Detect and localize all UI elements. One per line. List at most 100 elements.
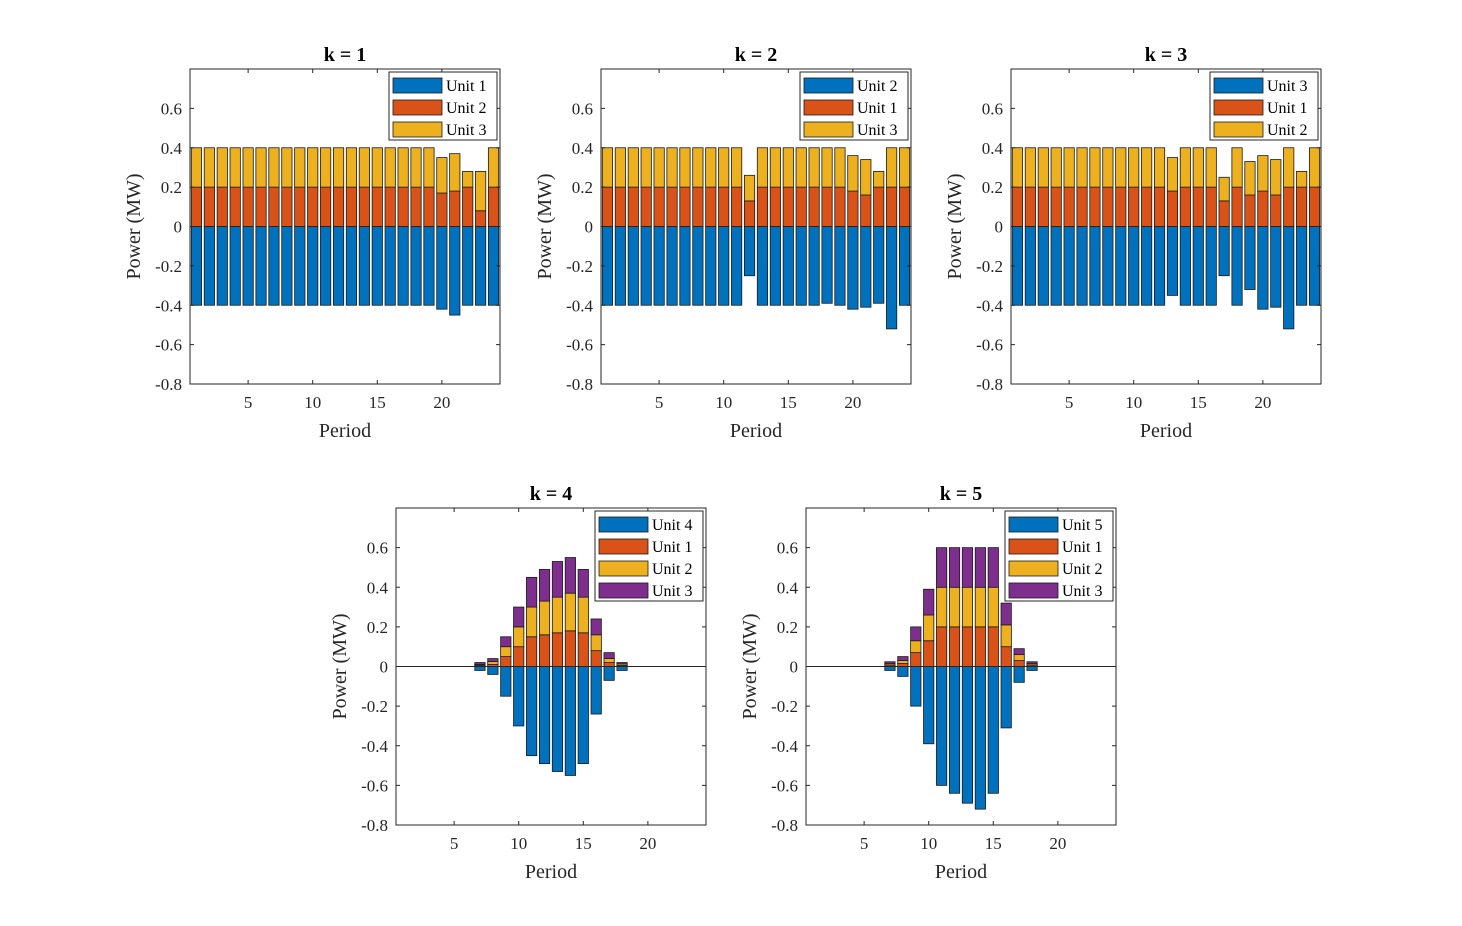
- bar-segment: [782, 186, 794, 227]
- x-tick-label: 5: [244, 393, 253, 412]
- bars: [601, 147, 911, 330]
- bar-segment: [1218, 176, 1230, 202]
- bar-segment: [769, 226, 781, 306]
- legend-label: Unit 2: [652, 561, 692, 578]
- bar-segment: [487, 666, 499, 675]
- legend-swatch: [598, 538, 649, 555]
- legend-label: Unit 2: [446, 100, 486, 117]
- y-tick-label: -0.6: [566, 336, 593, 355]
- x-tick-label: 20: [433, 393, 450, 412]
- bar-segment: [332, 226, 345, 306]
- bar-segment: [462, 186, 474, 227]
- bar-segment: [910, 626, 922, 642]
- bar-segment: [666, 186, 678, 227]
- bar-segment: [564, 592, 576, 632]
- x-tick-label: 20: [1254, 393, 1271, 412]
- y-tick-label: -0.6: [155, 336, 182, 355]
- bar-segment: [948, 547, 961, 588]
- legend-swatch: [392, 77, 443, 94]
- bar-segment: [961, 626, 974, 667]
- bar-segment: [1115, 186, 1127, 227]
- subplot-4: -0.8 -0.6 -0.4 -0.2 0 0.2 0.4 0.6 5 10 15 20 k = 4 Pe…: [329, 483, 707, 883]
- y-tick-label: 0.2: [572, 178, 593, 197]
- bar-segment: [1153, 147, 1166, 188]
- y-tick-label: 0.6: [777, 539, 798, 558]
- y-tick-label: 0.6: [367, 539, 388, 558]
- bar-segment: [795, 147, 807, 188]
- bar-segment: [384, 147, 396, 188]
- legend-label: Unit 3: [652, 583, 692, 600]
- bar-segment: [692, 147, 704, 188]
- bar-segment: [397, 186, 409, 227]
- bar-segment: [577, 632, 589, 667]
- bar-segment: [679, 186, 691, 227]
- bar-segment: [1192, 226, 1204, 306]
- bar-segment: [1153, 186, 1166, 227]
- bar-segment: [756, 226, 769, 306]
- bar-segment: [449, 190, 461, 227]
- bar-segment: [614, 226, 626, 306]
- bar-segment: [679, 147, 691, 188]
- x-tick-label: 10: [715, 393, 732, 412]
- bar-segment: [1270, 194, 1282, 227]
- bar-segment: [1296, 186, 1308, 227]
- x-axis-label: Period: [319, 420, 371, 442]
- bar-segment: [1024, 147, 1036, 188]
- bar-segment: [936, 586, 948, 628]
- bar-segment: [564, 557, 576, 594]
- bar-segment: [332, 147, 345, 188]
- bar-segment: [873, 186, 885, 227]
- y-tick-label: 0.4: [982, 139, 1004, 158]
- bar-segment: [731, 226, 743, 306]
- legend-label: Unit 3: [857, 122, 897, 139]
- y-tick-label: 0.4: [777, 578, 799, 597]
- bar-segment: [513, 626, 525, 648]
- bar-segment: [834, 147, 846, 188]
- bar-segment: [653, 186, 665, 227]
- y-tick-label: -0.8: [566, 375, 593, 394]
- bar-segment: [1076, 226, 1088, 306]
- bar-segment: [410, 147, 422, 188]
- legend-label: Unit 2: [1267, 122, 1307, 139]
- bar-segment: [627, 147, 639, 188]
- legend-label: Unit 1: [446, 78, 486, 95]
- bar-segment: [1037, 186, 1049, 227]
- bar-segment: [847, 190, 859, 227]
- bar-segment: [1026, 666, 1038, 671]
- x-tick-label: 5: [655, 393, 664, 412]
- y-tick-label: -0.6: [976, 336, 1003, 355]
- bar-segment: [397, 226, 409, 306]
- bar-segment: [1205, 226, 1217, 306]
- bar-segment: [731, 186, 743, 227]
- bar-segment: [294, 147, 306, 188]
- bar-segment: [268, 226, 280, 306]
- bar-segment: [886, 186, 898, 227]
- bar-segment: [666, 147, 678, 188]
- bar-segment: [974, 666, 986, 810]
- bar-segment: [886, 226, 898, 330]
- bar-segment: [449, 153, 461, 192]
- legend-label: Unit 1: [1267, 100, 1307, 117]
- bar-segment: [627, 186, 639, 227]
- bar-segment: [551, 632, 564, 667]
- bar-segment: [860, 226, 872, 308]
- legend-swatch: [803, 77, 854, 94]
- bar-segment: [423, 226, 435, 306]
- bar-segment: [462, 170, 474, 188]
- bar-segment: [551, 666, 564, 772]
- bar-segment: [281, 226, 293, 306]
- y-tick-label: -0.8: [361, 816, 388, 835]
- x-tick-label: 15: [369, 393, 386, 412]
- bar-segment: [923, 614, 935, 642]
- y-tick-label: 0.2: [161, 178, 182, 197]
- legend-swatch: [803, 99, 854, 116]
- y-tick-label: 0: [995, 218, 1004, 237]
- bar-segment: [384, 186, 396, 227]
- bar-segment: [1000, 624, 1012, 648]
- bar-segment: [1166, 157, 1179, 192]
- legend-swatch: [598, 560, 649, 577]
- bar-segment: [884, 666, 896, 671]
- y-tick-label: 0.2: [777, 618, 798, 637]
- bar-segment: [242, 226, 254, 306]
- bar-segment: [1244, 226, 1256, 290]
